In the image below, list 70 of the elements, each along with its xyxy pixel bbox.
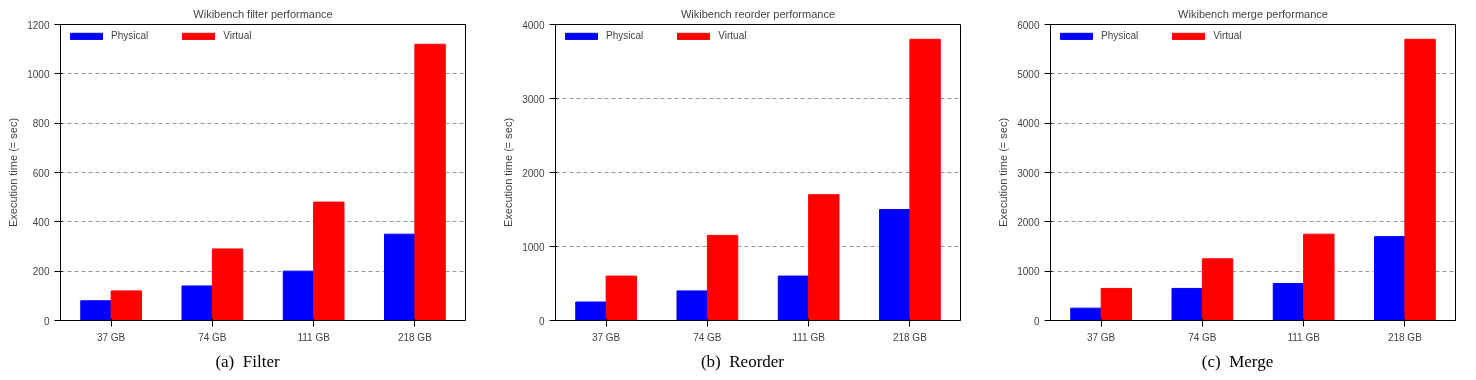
x-tick-label: 218 GB — [892, 331, 928, 343]
y-tick-label: 0 — [43, 315, 50, 327]
bar — [80, 300, 112, 321]
bar — [282, 270, 315, 321]
y-tick-label: 1200 — [27, 19, 50, 31]
text: (b) Reorder — [700, 351, 785, 373]
y-tick-label: 200 — [32, 266, 50, 278]
legend-label: Physical — [1101, 30, 1139, 41]
x-tick-label: 218 GB — [1387, 331, 1423, 343]
y-tick-label: 0 — [1033, 315, 1040, 327]
y-tick-label: 3000 — [522, 93, 545, 105]
y-axis-title: Execution time (= sec) — [502, 117, 515, 228]
bar — [1171, 287, 1203, 321]
text: (a) Filter — [215, 351, 280, 373]
y-tick-label: 400 — [32, 216, 50, 228]
chart-title: Wikibench filter performance — [193, 7, 333, 20]
bar — [575, 301, 607, 321]
chart-title: Wikibench reorder performance — [680, 7, 836, 20]
bar — [605, 275, 637, 321]
y-tick-label: 1000 — [1017, 266, 1040, 278]
y-axis-title: Execution time (= sec) — [997, 117, 1010, 228]
text: (c) Merge — [1201, 351, 1274, 373]
y-axis-title: Execution time (= sec) — [7, 117, 20, 228]
legend-label: Physical — [111, 30, 149, 41]
y-tick-label: 2000 — [1017, 216, 1040, 228]
x-tick-label: 111 GB — [792, 331, 826, 343]
x-tick-label: 37 GB — [96, 331, 126, 343]
chart-title: Wikibench merge performance — [1178, 7, 1328, 20]
x-tick-label: 37 GB — [1086, 331, 1116, 343]
y-tick-label: 4000 — [1017, 118, 1040, 130]
bar — [181, 285, 213, 321]
bar — [706, 234, 739, 321]
legend-label: Virtual — [1213, 30, 1242, 41]
x-tick-label: 74 GB — [198, 331, 227, 343]
y-tick-label: 800 — [32, 118, 50, 130]
bar — [414, 43, 446, 321]
y-tick-label: 5000 — [1017, 68, 1040, 80]
y-tick-label: 1000 — [522, 241, 545, 253]
x-tick-label: 111 GB — [1287, 331, 1321, 343]
x-tick-label: 74 GB — [1188, 331, 1217, 343]
bar — [808, 194, 840, 321]
bar — [1100, 287, 1132, 321]
bar — [1404, 38, 1436, 321]
y-tick-label: 4000 — [522, 19, 545, 31]
bar — [1272, 283, 1305, 321]
y-tick-label: 600 — [32, 167, 50, 179]
x-tick-label: 111 GB — [297, 331, 331, 343]
bar — [676, 290, 708, 321]
bar — [384, 233, 416, 321]
bar — [777, 275, 810, 321]
x-tick-label: 37 GB — [591, 331, 621, 343]
bar — [313, 201, 345, 321]
y-tick-label: 3000 — [1017, 167, 1040, 179]
bar — [879, 209, 911, 321]
y-tick-label: 1000 — [27, 68, 50, 80]
y-tick-label: 2000 — [522, 167, 545, 179]
x-tick-label: 218 GB — [397, 331, 433, 343]
legend-label: Physical — [606, 30, 644, 41]
bar — [1303, 233, 1335, 321]
bar — [1201, 258, 1234, 321]
bar — [1070, 307, 1102, 321]
legend-label: Virtual — [223, 30, 252, 41]
bar — [110, 290, 142, 321]
bar — [909, 38, 941, 321]
x-tick-label: 74 GB — [693, 331, 722, 343]
y-tick-label: 0 — [538, 315, 545, 327]
legend-label: Virtual — [718, 30, 747, 41]
y-tick-label: 6000 — [1017, 19, 1040, 31]
bar — [1374, 236, 1406, 321]
bar — [211, 248, 244, 321]
